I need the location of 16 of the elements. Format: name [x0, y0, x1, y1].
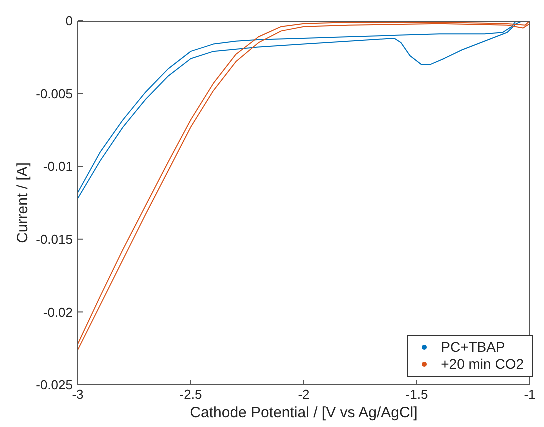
- legend-label: +20 min CO2: [441, 356, 524, 373]
- y-tick-label: -0.005: [36, 86, 73, 102]
- y-tick-label: 0: [66, 14, 73, 29]
- x-tick-label: -1: [524, 387, 536, 402]
- legend-label: PC+TBAP: [441, 339, 506, 356]
- line-series: [78, 21, 524, 200]
- y-tick-label: -0.01: [43, 159, 73, 174]
- y-tick-label: -0.025: [36, 378, 73, 393]
- y-axis-title: Current / [A]: [14, 162, 32, 244]
- x-tick-label: -2: [298, 387, 310, 402]
- x-tick-label: -2.5: [180, 387, 202, 402]
- x-axis-title: Cathode Potential / [V vs Ag/AgCl]: [190, 404, 418, 422]
- x-tick-label: -3: [72, 387, 84, 402]
- y-tick-label: -0.015: [36, 232, 73, 248]
- x-tick-label: -1.5: [406, 387, 428, 402]
- y-tick-label: -0.02: [43, 304, 73, 320]
